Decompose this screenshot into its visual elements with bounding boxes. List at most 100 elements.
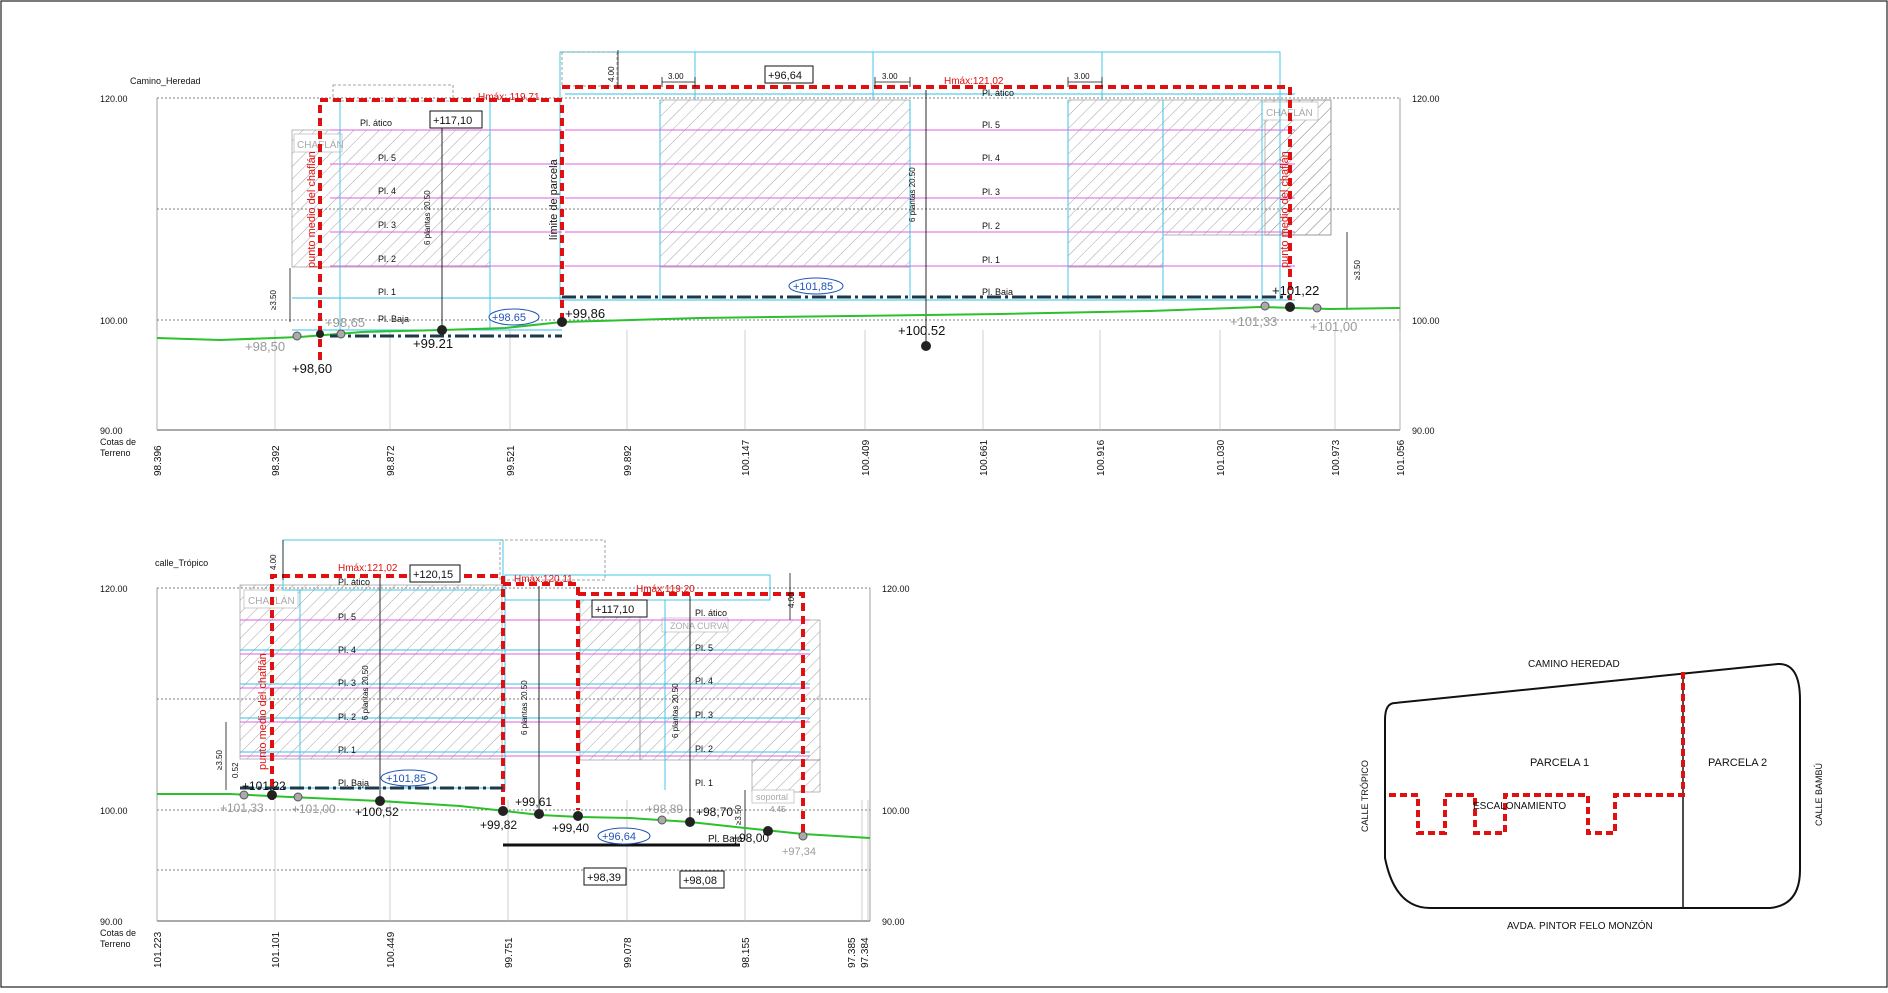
bottom-dim-445: 4.45 <box>770 805 786 814</box>
top-dim-400: 4.00 <box>607 66 616 82</box>
top-level-9850: +98,50 <box>245 339 285 354</box>
top-box-96 <box>764 65 814 84</box>
top-level-10052: +100.52 <box>898 323 945 338</box>
bottom-box-12015 <box>409 564 461 583</box>
bottom-dim-400: 4.00 <box>269 554 278 570</box>
top-dim-350-left: ≥3.50 <box>269 289 278 310</box>
bottom-terrain-value: 100.449 <box>386 931 397 968</box>
bottom-floor-labels-right: Pl. ático Pl. 5 Pl. 4 Pl. 3 Pl. 2 Pl. 1 <box>695 608 727 788</box>
top-dim-350-right: ≥3.50 <box>1353 259 1362 280</box>
top-plantas-left: 6 plantas 20.50 <box>423 190 432 245</box>
top-terrain-value: 98.396 <box>153 445 164 476</box>
bottom-dim-350: ≥3.50 <box>215 749 224 770</box>
plan-west-street: CALLE TRÓPICO <box>1360 760 1370 832</box>
bottom-terrain-value: 101.223 <box>153 931 164 968</box>
top-level-9986: +99,86 <box>565 306 605 321</box>
top-axis-90-right: 90.00 <box>1412 426 1435 436</box>
floor-label: Pl. 4 <box>695 676 713 686</box>
floor-label: Pl. ático <box>338 577 370 587</box>
floor-label: Pl. 2 <box>982 221 1000 231</box>
top-axis-90-left: 90.00 <box>100 426 123 436</box>
top-terrain-value: 100.973 <box>1331 439 1342 476</box>
top-hatched-blocks <box>291 99 1332 268</box>
bottom-terrain-value: 98.155 <box>741 937 752 968</box>
floor-label: Pl. Baja <box>982 287 1013 297</box>
bottom-level-9982: +99,82 <box>480 818 517 832</box>
floor-label: Pl. 2 <box>378 254 396 264</box>
floor-label: Pl. 4 <box>378 186 396 196</box>
top-box-117-text: +117,10 <box>433 115 472 127</box>
top-floor-labels-left: Pl. ático Pl. 5 Pl. 4 Pl. 3 Pl. 2 Pl. 1 … <box>360 118 409 324</box>
top-terrain-value: 101.030 <box>1216 439 1227 476</box>
bottom-axis-90-right: 90.00 <box>882 917 905 927</box>
bottom-floor-lines <box>240 619 810 789</box>
bottom-box-9808-text: +98,08 <box>683 875 717 887</box>
bottom-terrain-value: 99.078 <box>623 937 634 968</box>
bottom-plantas-1: 6 plantas 20.50 <box>361 665 370 720</box>
bottom-oval-96-text: +96,64 <box>602 831 636 843</box>
top-level-10100: +101,00 <box>1310 319 1357 334</box>
top-terrain-caption-2: Terreno <box>100 448 131 458</box>
top-level-10133: +101,33 <box>1230 314 1277 329</box>
floor-label: Pl. Baja <box>338 778 369 788</box>
top-ground-line <box>156 305 1401 342</box>
floor-label: Pl. ático <box>695 608 727 618</box>
bottom-soportal: soportal <box>756 792 788 802</box>
bottom-street-label: calle_Trópico <box>155 558 208 568</box>
bottom-zona-curva: ZONA CURVA <box>670 621 728 631</box>
top-terrain-value: 99.892 <box>623 445 634 476</box>
bottom-box-9839 <box>583 867 627 886</box>
floor-label: Pl. 5 <box>695 643 713 653</box>
top-level-markers <box>292 301 1322 351</box>
top-terrain-value: 100.661 <box>979 439 990 476</box>
bottom-box-11710 <box>591 599 648 618</box>
top-terrain-value: 98.872 <box>386 445 397 476</box>
bottom-section: calle_Trópico 120.00 100.00 90.00 Cotas … <box>100 539 910 968</box>
bottom-height-limit <box>270 574 805 838</box>
bottom-terrain-value: 97.384 <box>860 937 871 968</box>
bottom-axis-120-right: 120.00 <box>882 584 910 594</box>
bottom-level-9940: +99,40 <box>552 821 589 835</box>
floor-label: Pl. 2 <box>695 744 713 754</box>
bottom-level-9889: +98,89 <box>646 802 683 816</box>
top-terrain-value: 100.147 <box>741 439 752 476</box>
bottom-level-10122: +101,22 <box>242 779 286 793</box>
top-axis-120-left: 120.00 <box>100 94 128 104</box>
bottom-plantas-3: 6 plantas 20.50 <box>671 683 680 738</box>
bottom-level-9961: +99,61 <box>515 795 552 809</box>
top-plantas-mid: 6 plantas 20.50 <box>908 167 917 222</box>
bottom-hmax-3: Hmáx:119,20 <box>636 584 695 595</box>
top-level-10122: +101,22 <box>1272 283 1319 298</box>
bottom-axis-120-left: 120.00 <box>100 584 128 594</box>
bottom-level-9800: +98,00 <box>732 831 769 845</box>
floor-label: Pl. 2 <box>338 712 356 722</box>
bottom-floor-labels-left: Pl. ático Pl. 5 Pl. 4 Pl. 3 Pl. 2 Pl. 1 … <box>338 577 370 788</box>
floor-label: Pl. 1 <box>695 778 713 788</box>
bottom-level-10100: +101,00 <box>292 802 336 816</box>
top-oval-101 <box>788 277 844 295</box>
bottom-dim-052: 0.52 <box>231 762 240 778</box>
bottom-box-11710-text: +117,10 <box>595 604 634 616</box>
top-box-117 <box>429 110 483 129</box>
top-terrain-value: 100.409 <box>861 439 872 476</box>
floor-label: Pl. 3 <box>982 187 1000 197</box>
bottom-axis-100-right: 100.00 <box>882 806 910 816</box>
floor-label: Pl. 1 <box>338 745 356 755</box>
top-oval-98-text: +98.65 <box>492 312 526 324</box>
plan-south-street: AVDA. PINTOR FELO MONZÓN <box>1507 919 1653 932</box>
top-terrain-ticks <box>156 330 1401 430</box>
top-terrain-value: 99.521 <box>506 445 517 476</box>
top-chaflan-left: punto medio del chaflán <box>306 151 318 268</box>
bottom-chaflan: punto medio del chaflán <box>257 653 269 770</box>
plan-east-street: CALLE BAMBÚ <box>1814 763 1824 826</box>
top-terrain-value: 101.056 <box>1396 439 1407 476</box>
floor-label: Pl. 4 <box>338 645 356 655</box>
plot-outline <box>1384 662 1801 909</box>
bottom-dim-400b: 4.00 <box>787 592 796 608</box>
bottom-oval-101 <box>380 769 438 787</box>
site-plan: CAMINO HEREDAD AVDA. PINTOR FELO MONZÓN … <box>1360 659 1824 932</box>
floor-label: Pl. 3 <box>378 220 396 230</box>
top-chaflan-right: punto medio del chaflán <box>1279 151 1291 268</box>
bottom-oval-101-text: +101,85 <box>386 773 426 785</box>
bottom-terrain-value: 99.751 <box>504 937 515 968</box>
